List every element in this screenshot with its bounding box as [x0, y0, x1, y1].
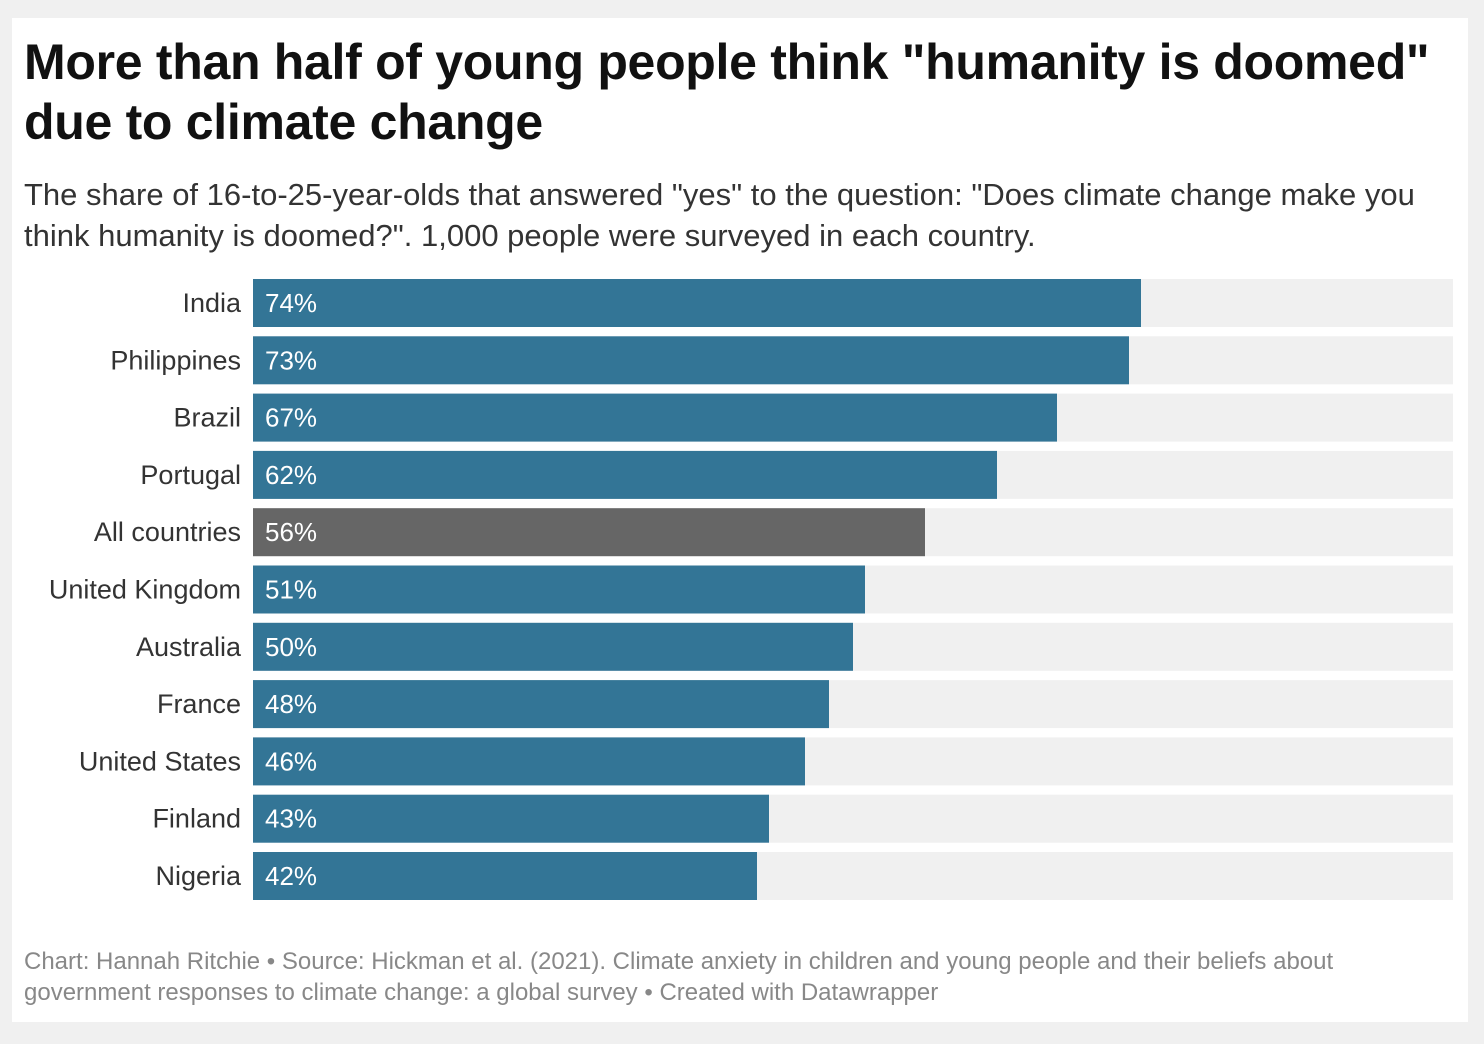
bar-row: India 74% [182, 279, 1453, 327]
category-label: France [157, 689, 241, 719]
bar [253, 737, 805, 786]
category-label: Australia [136, 632, 242, 662]
value-label: 62% [265, 460, 317, 490]
bar [253, 450, 997, 499]
value-label: 50% [265, 632, 317, 662]
bar-row: Finland 43% [152, 794, 1453, 843]
value-label: 51% [265, 575, 317, 605]
chart-credit: Chart: Hannah Ritchie [24, 948, 261, 975]
bar-row: United Kingdom 51% [49, 565, 1453, 614]
bar [253, 279, 1141, 327]
value-label: 56% [265, 517, 317, 547]
bar-row: Philippines 73% [110, 336, 1453, 385]
category-label: India [182, 288, 242, 318]
category-label: Finland [152, 804, 241, 834]
value-label: 74% [265, 288, 317, 318]
value-label: 73% [265, 345, 317, 375]
bar-row: Brazil 67% [173, 393, 1453, 442]
category-label: Brazil [173, 403, 241, 433]
category-label: All countries [94, 517, 241, 547]
chart-card: More than half of young people think "hu… [12, 18, 1468, 1022]
bar-row: Australia 50% [136, 622, 1453, 671]
bar-all-countries [253, 508, 925, 557]
value-label: 46% [265, 746, 317, 776]
value-label: 67% [265, 403, 317, 433]
value-label: 48% [265, 689, 317, 719]
category-label: United States [79, 746, 241, 776]
chart-source: Source: Hickman et al. (2021). Climate a… [24, 948, 1334, 1006]
category-label: Portugal [140, 460, 241, 490]
bar-row: France 48% [157, 680, 1453, 729]
bar-row: Nigeria 42% [155, 852, 1453, 900]
bar [253, 565, 865, 614]
bar [253, 336, 1129, 385]
footer-separator: • [266, 948, 276, 975]
created-with-credit: Created with Datawrapper [659, 979, 939, 1006]
value-label: 43% [265, 804, 317, 834]
bar [253, 393, 1057, 442]
bar-row: Portugal 62% [140, 450, 1453, 499]
bar [253, 622, 853, 671]
bar-chart: India 74% Philippines 73% Brazil 67% Portugal 6… [49, 279, 1453, 900]
bar [253, 794, 769, 843]
bar [253, 680, 829, 729]
chart-footer: Chart: Hannah Ritchie • Source: Hickman … [24, 946, 1454, 1008]
category-label: Philippines [110, 345, 241, 375]
category-label: Nigeria [155, 861, 242, 891]
chart-subtitle: The share of 16-to-25-year-olds that ans… [24, 177, 1415, 253]
value-label: 42% [265, 861, 317, 891]
footer-separator: • [644, 979, 653, 1006]
chart-title: More than half of young people think "hu… [24, 34, 1430, 150]
bar [253, 852, 757, 900]
category-label: United Kingdom [49, 575, 241, 605]
bar-row: United States 46% [79, 737, 1453, 786]
bar-row: All countries 56% [94, 508, 1453, 557]
